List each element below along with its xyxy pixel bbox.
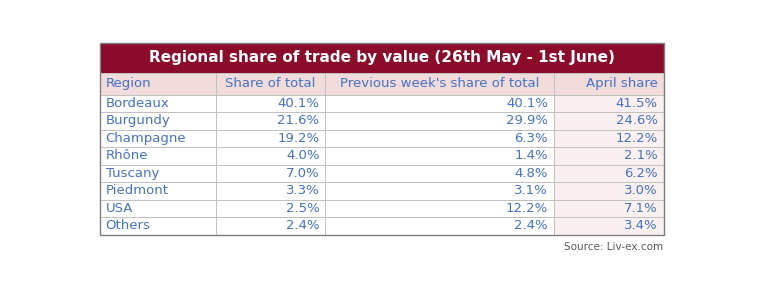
Text: 40.1%: 40.1%: [506, 97, 548, 110]
Text: 41.5%: 41.5%: [616, 97, 658, 110]
Text: Rhône: Rhône: [106, 149, 149, 162]
Text: Burgundy: Burgundy: [106, 114, 170, 128]
Bar: [100, 182, 215, 200]
Bar: [100, 165, 215, 182]
Text: 21.6%: 21.6%: [277, 114, 320, 128]
Text: Source: Liv-ex.com: Source: Liv-ex.com: [563, 242, 663, 252]
Bar: [554, 112, 664, 130]
Text: 6.2%: 6.2%: [625, 167, 658, 180]
Bar: [100, 43, 664, 235]
Bar: [100, 147, 215, 165]
Text: 3.0%: 3.0%: [625, 184, 658, 197]
Bar: [325, 73, 554, 95]
Text: April share: April share: [586, 77, 658, 90]
Bar: [100, 200, 215, 217]
Bar: [325, 130, 554, 147]
Bar: [325, 182, 554, 200]
Bar: [215, 130, 325, 147]
Bar: [325, 165, 554, 182]
Text: 29.9%: 29.9%: [506, 114, 548, 128]
Text: 2.4%: 2.4%: [286, 219, 320, 232]
Bar: [554, 147, 664, 165]
Text: 2.1%: 2.1%: [624, 149, 658, 162]
Text: 24.6%: 24.6%: [616, 114, 658, 128]
Text: 6.3%: 6.3%: [515, 132, 548, 145]
Text: 2.4%: 2.4%: [515, 219, 548, 232]
Text: 7.1%: 7.1%: [624, 202, 658, 215]
Text: Piedmont: Piedmont: [106, 184, 169, 197]
Text: Bordeaux: Bordeaux: [106, 97, 170, 110]
Text: 19.2%: 19.2%: [277, 132, 320, 145]
Bar: [554, 217, 664, 235]
Bar: [325, 95, 554, 112]
Text: 12.2%: 12.2%: [505, 202, 548, 215]
Text: Champagne: Champagne: [106, 132, 187, 145]
Text: 3.4%: 3.4%: [625, 219, 658, 232]
Bar: [215, 217, 325, 235]
Bar: [100, 73, 215, 95]
Bar: [325, 217, 554, 235]
Bar: [215, 73, 325, 95]
Text: Region: Region: [106, 77, 152, 90]
Text: 1.4%: 1.4%: [515, 149, 548, 162]
Bar: [554, 73, 664, 95]
Bar: [100, 217, 215, 235]
Bar: [554, 200, 664, 217]
Text: USA: USA: [106, 202, 133, 215]
Bar: [215, 147, 325, 165]
Text: 7.0%: 7.0%: [286, 167, 320, 180]
Bar: [325, 200, 554, 217]
Text: Share of total: Share of total: [225, 77, 316, 90]
Bar: [100, 95, 215, 112]
Text: 2.5%: 2.5%: [286, 202, 320, 215]
Text: 40.1%: 40.1%: [277, 97, 320, 110]
Bar: [215, 95, 325, 112]
Text: Previous week's share of total: Previous week's share of total: [340, 77, 539, 90]
Bar: [554, 95, 664, 112]
Text: 4.8%: 4.8%: [515, 167, 548, 180]
Text: Tuscany: Tuscany: [106, 167, 159, 180]
Bar: [215, 165, 325, 182]
Bar: [100, 130, 215, 147]
Bar: [215, 112, 325, 130]
Text: Regional share of trade by value (26th May - 1st June): Regional share of trade by value (26th M…: [149, 50, 615, 65]
Text: 3.1%: 3.1%: [514, 184, 548, 197]
Text: 4.0%: 4.0%: [286, 149, 320, 162]
Text: 12.2%: 12.2%: [615, 132, 658, 145]
Bar: [554, 182, 664, 200]
Bar: [554, 130, 664, 147]
Bar: [100, 43, 664, 73]
Bar: [215, 200, 325, 217]
Bar: [215, 182, 325, 200]
Bar: [100, 112, 215, 130]
Bar: [325, 112, 554, 130]
Text: Others: Others: [106, 219, 151, 232]
Bar: [325, 147, 554, 165]
Text: 3.3%: 3.3%: [286, 184, 320, 197]
Bar: [554, 165, 664, 182]
